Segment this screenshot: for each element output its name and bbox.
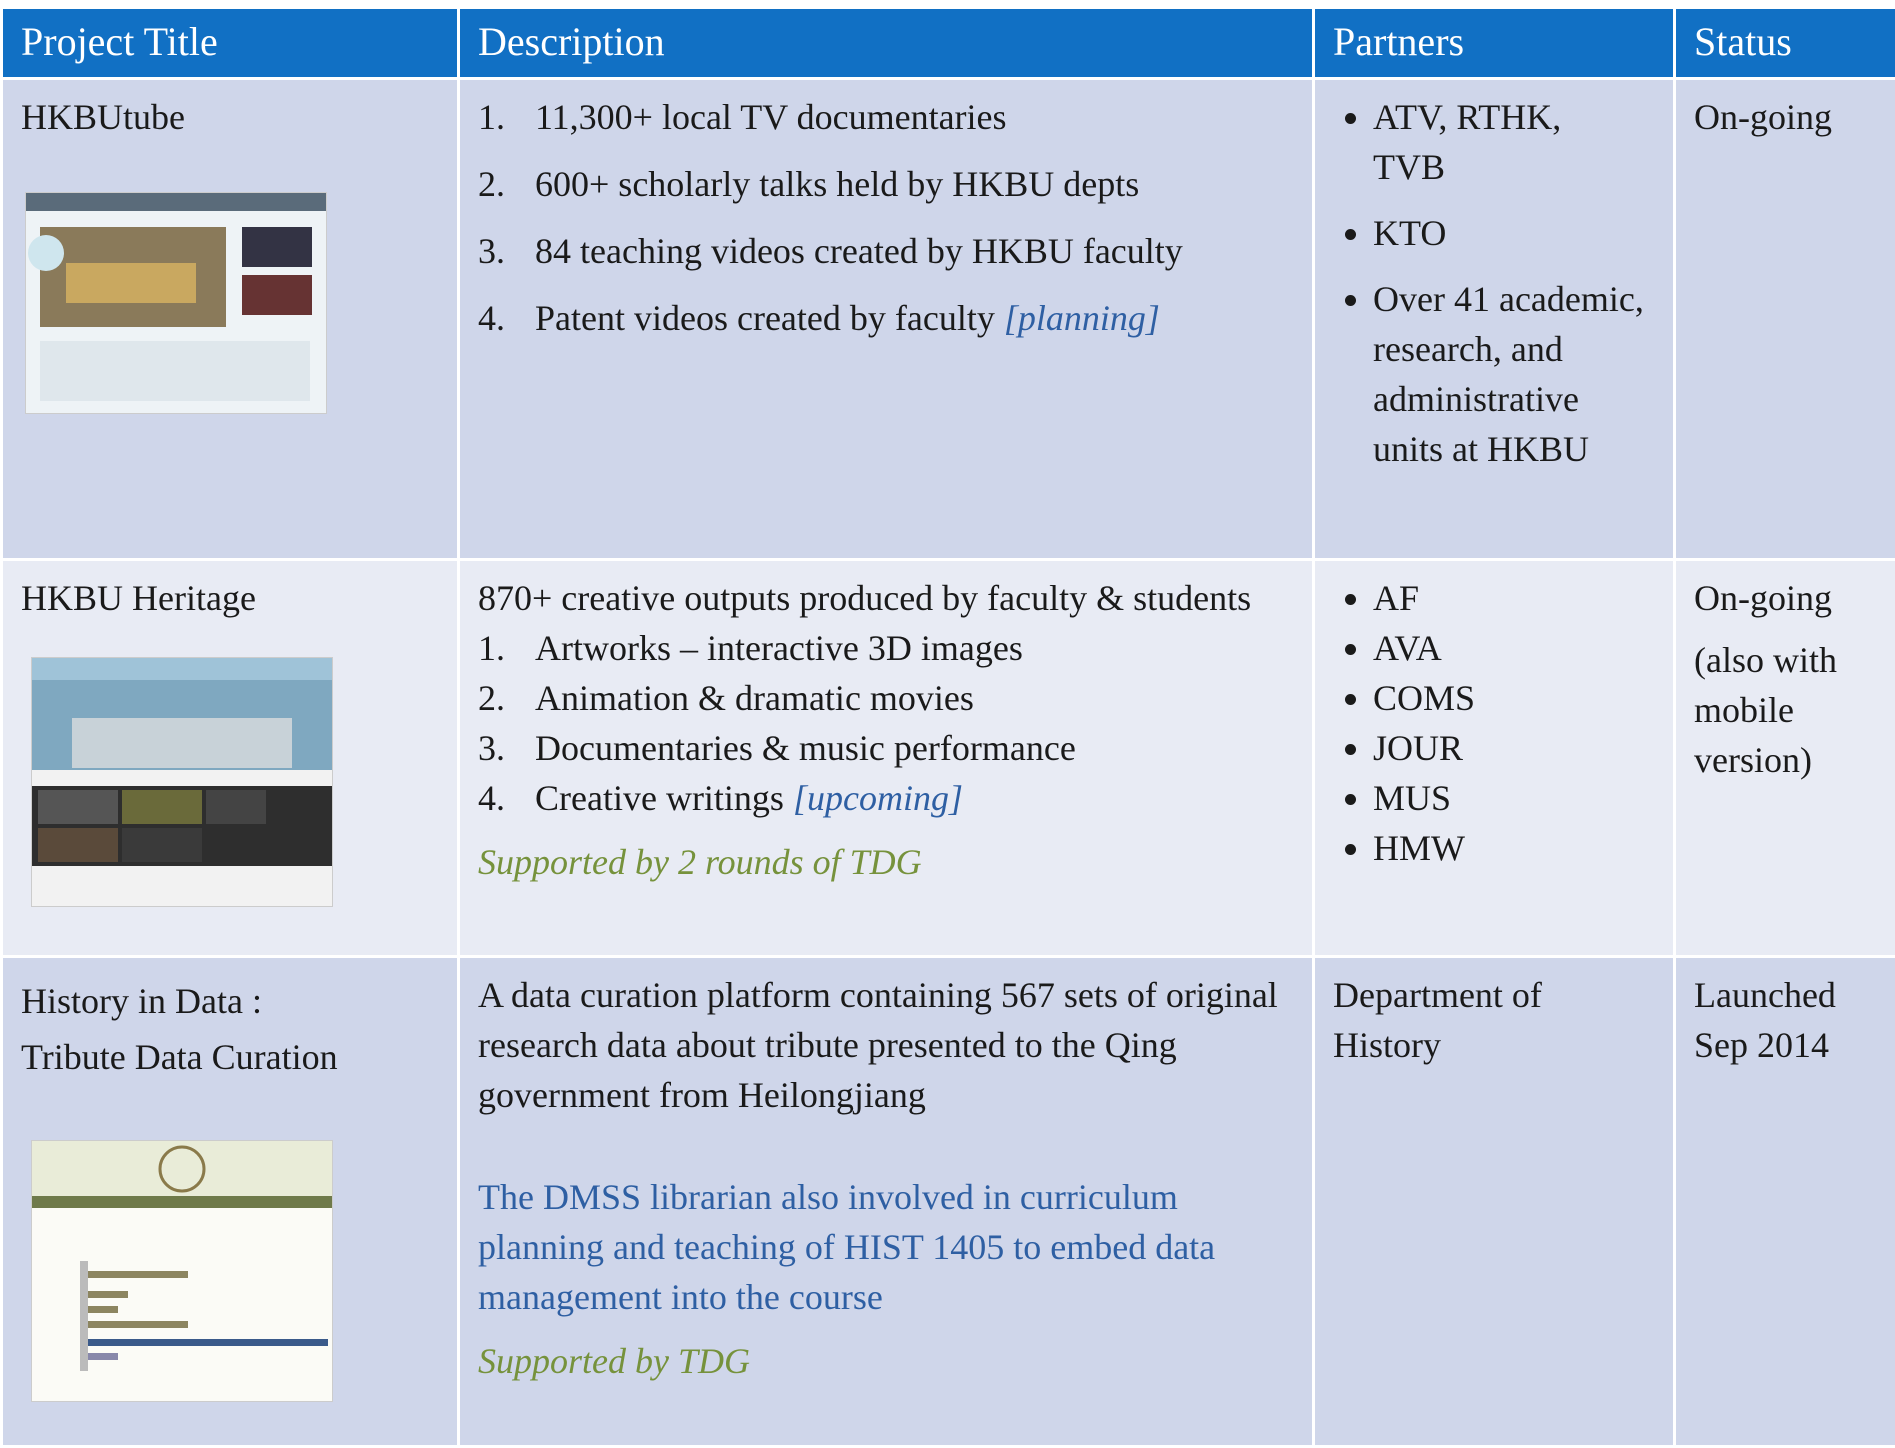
partner: HMW bbox=[1373, 823, 1655, 873]
item-text: Creative writings bbox=[535, 778, 784, 818]
header-row: Project Title Description Partners Statu… bbox=[2, 8, 1895, 79]
item-number: 4. bbox=[478, 773, 535, 823]
partner: AF bbox=[1373, 573, 1655, 623]
header-cell: Partners bbox=[1314, 8, 1675, 79]
item-number: 2. bbox=[478, 159, 535, 209]
partner: MUS bbox=[1373, 773, 1655, 823]
partner-list: ATV, RTHK, TVB KTO Over 41 academic, res… bbox=[1333, 92, 1655, 474]
partner: Over 41 academic, research, and administ… bbox=[1373, 274, 1655, 474]
status: Launched Sep 2014 bbox=[1694, 970, 1877, 1070]
item-number: 2. bbox=[478, 673, 535, 723]
project-title: Tribute Data Curation bbox=[21, 1032, 439, 1082]
list-item: 3.Documentaries & music performance bbox=[478, 723, 1294, 773]
partner: ATV, RTHK, TVB bbox=[1373, 92, 1655, 192]
header-cell: Project Title bbox=[2, 8, 459, 79]
partners-cell: Department of History bbox=[1314, 957, 1675, 1447]
item-text: 600+ scholarly talks held by HKBU depts bbox=[535, 159, 1139, 209]
item-text: Documentaries & music performance bbox=[535, 723, 1076, 773]
item-number: 3. bbox=[478, 226, 535, 276]
screenshot-thumbnail bbox=[31, 1140, 333, 1402]
support-note: Supported by TDG bbox=[478, 1336, 1294, 1386]
partner: KTO bbox=[1373, 208, 1655, 258]
item-text: Artworks – interactive 3D images bbox=[535, 623, 1023, 673]
list-item: 2.Animation & dramatic movies bbox=[478, 673, 1294, 723]
partners-cell: ATV, RTHK, TVB KTO Over 41 academic, res… bbox=[1314, 79, 1675, 560]
list-item: 1.Artworks – interactive 3D images bbox=[478, 623, 1294, 673]
status-note: (also with mobile version) bbox=[1694, 635, 1877, 785]
list-item: 3.84 teaching videos created by HKBU fac… bbox=[478, 226, 1294, 276]
title-cell: HKBU Heritage bbox=[2, 560, 459, 957]
partner: AVA bbox=[1373, 623, 1655, 673]
partners-cell: AF AVA COMS JOUR MUS HMW bbox=[1314, 560, 1675, 957]
status-cell: On-going (also with mobile version) bbox=[1675, 560, 1895, 957]
description-note: The DMSS librarian also involved in curr… bbox=[478, 1172, 1294, 1322]
screenshot-thumbnail bbox=[25, 192, 327, 414]
table-row: HKBU Heritage 870+ creative outputs prod… bbox=[2, 560, 1895, 957]
list-item: 1.11,300+ local TV documentaries bbox=[478, 92, 1294, 142]
description-cell: 870+ creative outputs produced by facult… bbox=[459, 560, 1314, 957]
description-intro: 870+ creative outputs produced by facult… bbox=[478, 573, 1294, 623]
title-cell: History in Data : Tribute Data Curation bbox=[2, 957, 459, 1447]
item-text: Patent videos created by faculty bbox=[535, 298, 995, 338]
item-number: 3. bbox=[478, 723, 535, 773]
project-table: Project Title Description Partners Statu… bbox=[0, 6, 1895, 1448]
table-row: HKBUtube 1.11,300+ local TV documentarie… bbox=[2, 79, 1895, 560]
header-cell: Status bbox=[1675, 8, 1895, 79]
item-text: 84 teaching videos created by HKBU facul… bbox=[535, 226, 1183, 276]
item-number: 1. bbox=[478, 92, 535, 142]
description-intro: A data curation platform containing 567 … bbox=[478, 970, 1294, 1120]
status-cell: On-going bbox=[1675, 79, 1895, 560]
item-text: 11,300+ local TV documentaries bbox=[535, 92, 1007, 142]
project-title: HKBU Heritage bbox=[21, 573, 439, 623]
status: On-going bbox=[1694, 92, 1877, 142]
status-cell: Launched Sep 2014 bbox=[1675, 957, 1895, 1447]
item-note: [upcoming] bbox=[793, 778, 963, 818]
support-note: Supported by 2 rounds of TDG bbox=[478, 837, 1294, 887]
partner-list: AF AVA COMS JOUR MUS HMW bbox=[1333, 573, 1655, 873]
list-item: 2.600+ scholarly talks held by HKBU dept… bbox=[478, 159, 1294, 209]
project-title: HKBUtube bbox=[21, 92, 439, 142]
partner: JOUR bbox=[1373, 723, 1655, 773]
header-cell: Description bbox=[459, 8, 1314, 79]
status: On-going bbox=[1694, 573, 1877, 623]
screenshot-thumbnail bbox=[31, 657, 333, 907]
partner: Department of History bbox=[1333, 970, 1655, 1070]
description-cell: 1.11,300+ local TV documentaries 2.600+ … bbox=[459, 79, 1314, 560]
list-item: 4.Patent videos created by faculty [plan… bbox=[478, 293, 1294, 343]
project-title: History in Data : bbox=[21, 976, 439, 1026]
item-number: 4. bbox=[478, 293, 535, 343]
table-row: History in Data : Tribute Data Curation … bbox=[2, 957, 1895, 1447]
item-number: 1. bbox=[478, 623, 535, 673]
list-item: 4.Creative writings [upcoming] bbox=[478, 773, 1294, 823]
partner: COMS bbox=[1373, 673, 1655, 723]
title-cell: HKBUtube bbox=[2, 79, 459, 560]
item-text: Animation & dramatic movies bbox=[535, 673, 974, 723]
description-cell: A data curation platform containing 567 … bbox=[459, 957, 1314, 1447]
item-note: [planning] bbox=[1004, 298, 1160, 338]
